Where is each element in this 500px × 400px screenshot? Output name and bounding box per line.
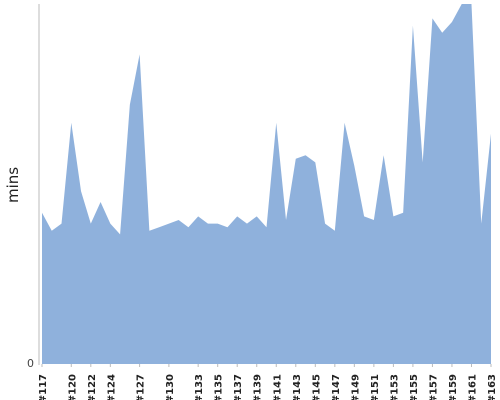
- x-tick-label: #117: [38, 374, 49, 400]
- x-tick-label: #137: [233, 374, 244, 400]
- x-tick-label: #139: [253, 374, 264, 400]
- x-tick-labels: #117 #120 #122 #124 #127 #130 #133 #135 #137 #139…: [38, 364, 498, 400]
- x-tick-label: #155: [409, 374, 420, 400]
- x-tick-label: #143: [292, 374, 303, 400]
- x-tick-label: #147: [331, 374, 342, 400]
- x-tick-label: #149: [350, 374, 361, 400]
- x-tick-label: #153: [389, 374, 400, 400]
- x-tick-label: #159: [448, 374, 459, 400]
- x-tick-label: #133: [194, 374, 205, 400]
- y-zero-label: 0: [27, 357, 34, 370]
- x-tick-label: #130: [165, 374, 176, 400]
- x-tick-label: #122: [87, 374, 98, 400]
- x-tick-label: #120: [67, 374, 78, 400]
- y-axis-label: mins: [4, 167, 22, 203]
- area-layer: [42, 4, 491, 364]
- x-tick-label: #127: [136, 374, 147, 400]
- x-tick-label: #161: [467, 374, 478, 400]
- x-tick-label: #151: [370, 374, 381, 400]
- x-tick-label: #141: [272, 374, 283, 400]
- x-tick-label: #163: [487, 374, 498, 400]
- x-tick-label: #157: [428, 374, 439, 400]
- x-tick-label: #124: [106, 374, 117, 400]
- area-series: [42, 4, 491, 364]
- x-tick-label: #135: [214, 374, 225, 400]
- x-tick-label: #145: [311, 374, 322, 400]
